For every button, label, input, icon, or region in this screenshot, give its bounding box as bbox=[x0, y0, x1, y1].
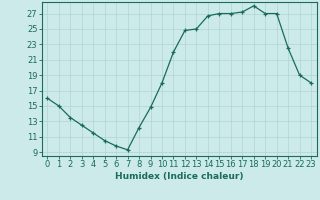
X-axis label: Humidex (Indice chaleur): Humidex (Indice chaleur) bbox=[115, 172, 244, 181]
